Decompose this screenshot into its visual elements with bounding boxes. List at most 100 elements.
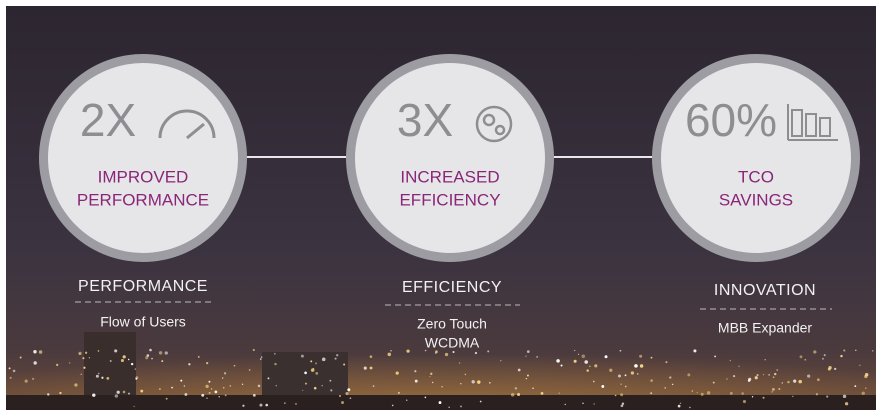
light (145, 356, 148, 359)
light (714, 355, 716, 357)
light (230, 385, 232, 387)
light (650, 379, 652, 381)
light (242, 384, 243, 385)
light (260, 358, 262, 360)
light (828, 368, 831, 371)
light (637, 373, 639, 375)
light (594, 364, 597, 367)
light (347, 388, 350, 391)
light (605, 355, 608, 358)
light (274, 353, 275, 354)
light (826, 395, 828, 397)
light (672, 384, 674, 386)
light (578, 354, 579, 355)
light (140, 390, 143, 393)
light (620, 393, 623, 396)
light (25, 380, 28, 383)
light (123, 355, 126, 358)
light (123, 391, 126, 394)
light (439, 401, 442, 404)
light (225, 394, 227, 396)
light (622, 403, 624, 405)
light (32, 378, 34, 380)
light (634, 364, 638, 368)
light (772, 388, 775, 391)
light (755, 376, 758, 379)
light (322, 358, 326, 362)
light (561, 365, 563, 367)
disc (48, 63, 238, 253)
light (56, 364, 58, 366)
light (301, 355, 304, 358)
label: EFFICIENCY (402, 279, 502, 296)
light (763, 374, 764, 375)
light (284, 402, 286, 404)
light (620, 383, 621, 384)
big-figure: 60% (685, 94, 777, 146)
light (701, 393, 704, 396)
light (128, 393, 130, 395)
light (161, 360, 163, 362)
light (101, 377, 103, 379)
subtitle: INCREASED (400, 167, 499, 186)
light (733, 375, 735, 377)
light (559, 392, 561, 394)
light (639, 355, 642, 358)
light (59, 392, 61, 394)
light (370, 355, 373, 358)
light (258, 385, 261, 388)
light (81, 374, 82, 375)
light (664, 387, 666, 389)
light (314, 387, 317, 390)
light (205, 385, 208, 388)
light (460, 383, 462, 385)
light (697, 392, 698, 393)
light (726, 378, 728, 380)
light (872, 350, 873, 351)
light (115, 394, 118, 397)
light (787, 381, 789, 383)
light (222, 377, 223, 378)
light (249, 369, 251, 371)
light (339, 395, 341, 397)
light (20, 357, 22, 359)
light (773, 376, 775, 378)
light (85, 352, 87, 354)
light (586, 369, 588, 371)
subtitle: PERFORMANCE (77, 190, 209, 209)
light (804, 359, 806, 361)
light (310, 360, 312, 362)
light (680, 403, 681, 404)
light (335, 358, 337, 360)
light (556, 359, 560, 363)
light (315, 372, 318, 375)
light (834, 368, 836, 370)
light (166, 398, 168, 400)
light (843, 395, 846, 398)
light (149, 349, 152, 352)
light (223, 387, 225, 389)
infographic: 2X IMPROVED PERFORMANCE 3X INCREASED EFF… (0, 0, 880, 414)
light (854, 385, 856, 387)
light (678, 405, 681, 408)
light (536, 356, 538, 358)
light (840, 355, 842, 357)
light (651, 357, 653, 359)
light (589, 365, 591, 367)
light (477, 380, 480, 383)
light (565, 404, 566, 405)
light (772, 391, 773, 392)
light (414, 370, 416, 372)
light (859, 365, 860, 366)
light (121, 359, 124, 362)
light (92, 393, 95, 396)
light (98, 350, 100, 352)
subtitle: IMPROVED (98, 167, 189, 186)
light (525, 355, 526, 356)
light (208, 381, 210, 383)
light (762, 397, 764, 399)
light (234, 365, 236, 367)
light (687, 373, 690, 376)
light (209, 392, 211, 394)
light (206, 362, 208, 364)
